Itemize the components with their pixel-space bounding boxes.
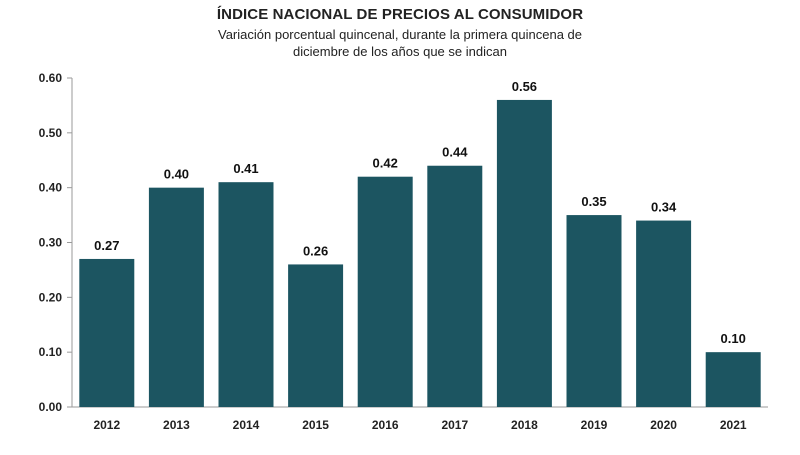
data-label: 0.40 [164,167,189,182]
bar-2021 [705,352,761,407]
bar-2019 [566,215,622,407]
y-tick-label: 0.40 [39,181,63,195]
bar-2017 [427,165,483,407]
data-label: 0.34 [651,200,677,215]
data-label: 0.44 [442,145,468,160]
x-tick-label: 2020 [650,418,677,432]
chart-subtitle: Variación porcentual quincenal, durante … [218,27,582,59]
data-label: 0.27 [94,238,119,253]
y-tick-label: 0.50 [39,126,63,140]
x-tick-label: 2016 [372,418,399,432]
bar-2015 [288,264,344,407]
y-tick-label: 0.20 [39,290,63,304]
x-tick-label: 2017 [441,418,468,432]
y-tick-label: 0.60 [39,71,63,85]
data-label: 0.56 [512,79,537,94]
bar-2012 [79,258,135,407]
bar-2020 [636,220,692,407]
chart-axes: 0.00 0.10 0.20 0.30 0.40 0.50 0.60 [39,71,768,414]
chart-labels: 2012 0.27 2013 0.40 2014 0.41 2015 0.26 2016 0.42… [93,79,746,432]
chart-title: ÍNDICE NACIONAL DE PRECIOS AL CONSUMIDOR [216,6,584,23]
x-tick-label: 2019 [581,418,608,432]
data-label: 0.35 [581,194,606,209]
data-label: 0.10 [721,331,746,346]
data-label: 0.42 [373,156,398,171]
data-label: 0.26 [303,243,328,258]
y-tick-label: 0.10 [39,345,63,359]
x-tick-label: 2015 [302,418,329,432]
y-tick-label: 0.30 [39,236,63,250]
x-tick-label: 2014 [233,418,260,432]
bar-2013 [148,187,204,407]
chart-bars [79,99,761,407]
x-tick-label: 2013 [163,418,190,432]
bar-2014 [218,182,274,407]
x-tick-label: 2021 [720,418,747,432]
bar-2018 [496,99,552,407]
y-tick-label: 0.00 [39,400,63,414]
x-tick-label: 2018 [511,418,538,432]
bar-2016 [357,176,413,407]
x-tick-label: 2012 [93,418,120,432]
data-label: 0.41 [233,161,258,176]
